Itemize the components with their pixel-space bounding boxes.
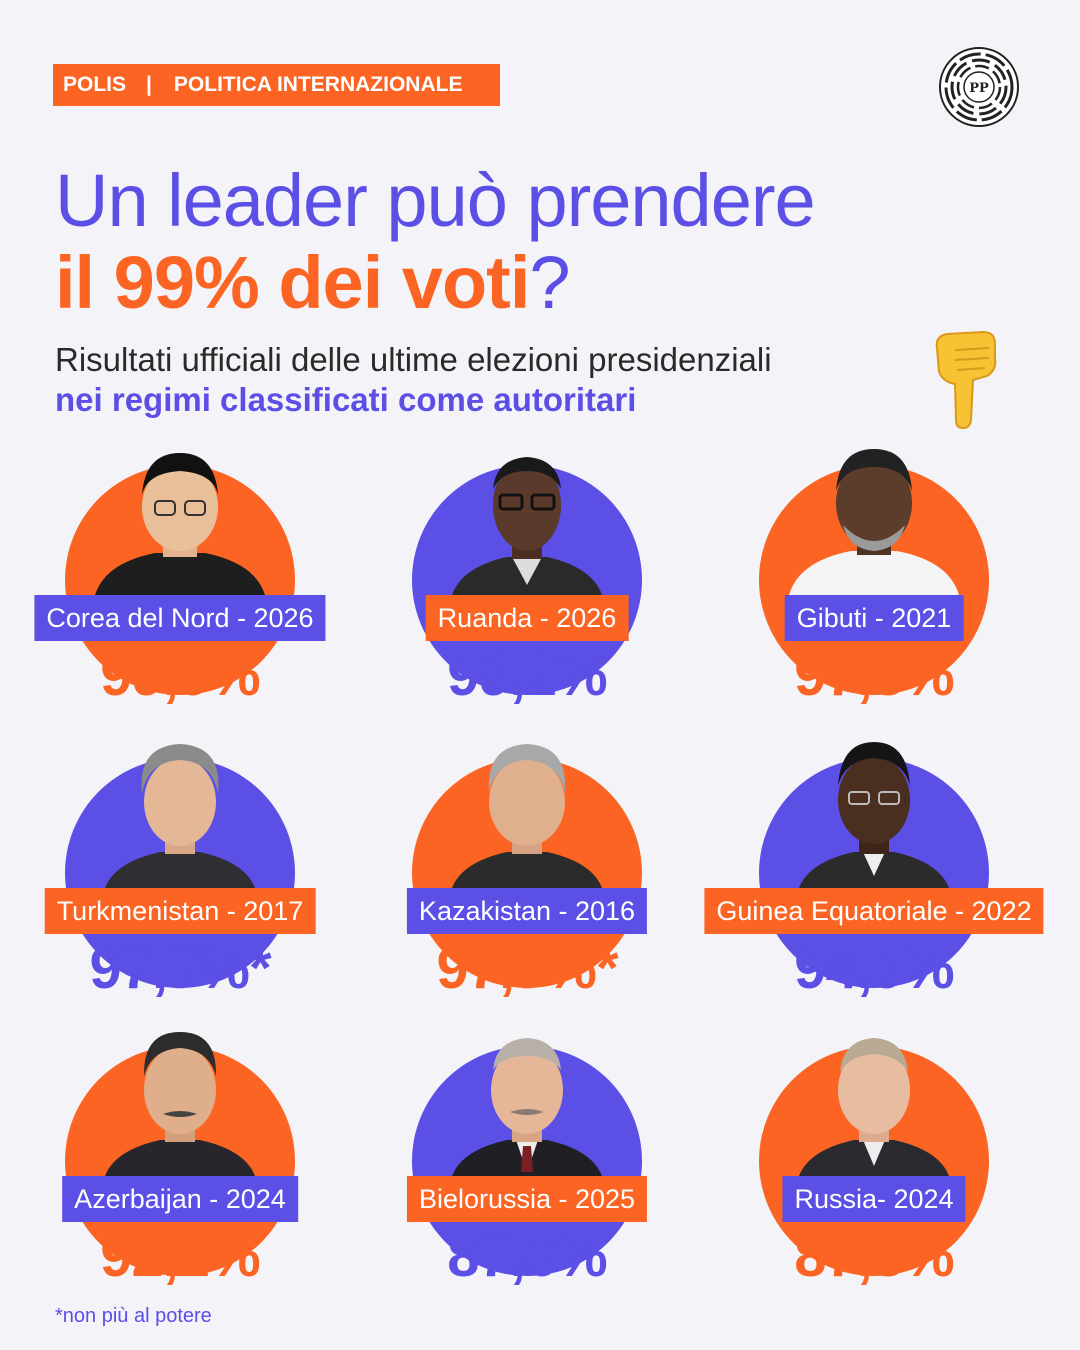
card-gibuti: Gibuti - 2021 97,8%	[694, 445, 1054, 708]
tag-separator: |	[146, 73, 152, 96]
vote-percentage: 94,9%	[794, 936, 954, 1001]
title-line1: Un leader può prendere	[55, 159, 816, 242]
country-year-label: Kazakistan - 2016	[406, 888, 648, 934]
country-year-label: Bielorussia - 2025	[406, 1176, 648, 1222]
logo-text: PP	[969, 81, 989, 96]
leader-portrait	[452, 457, 602, 595]
card-russia: Russia- 2024 87,8%	[694, 1026, 1054, 1289]
leader-portrait	[799, 1038, 949, 1176]
page-title: Un leader può prendere il 99% dei voti?	[55, 159, 816, 324]
card-turkmenistan: Turkmenistan - 2017 97,7%*	[0, 738, 360, 1001]
country-year-label: Guinea Equatoriale - 2022	[704, 888, 1044, 934]
vote-percentage: 87,8%	[794, 1224, 954, 1289]
title-question-mark: ?	[529, 241, 570, 324]
vote-percentage: 87,6%	[447, 1224, 607, 1289]
section-tag: POLIS | POLITICA INTERNAZIONALE	[53, 64, 500, 106]
vote-percentage: 97,7%*	[436, 936, 618, 1001]
leader-portrait	[799, 742, 949, 888]
country-year-label: Corea del Nord - 2026	[34, 595, 326, 641]
country-year-label: Gibuti - 2021	[784, 595, 964, 641]
vote-percentage: 97,8%	[794, 643, 954, 708]
country-year-label: Ruanda - 2026	[425, 595, 629, 641]
leader-portrait	[452, 1038, 602, 1176]
country-year-label: Russia- 2024	[782, 1176, 966, 1222]
tag-category: POLITICA INTERNAZIONALE	[173, 73, 463, 96]
leader-portrait	[105, 1032, 255, 1176]
vote-percentage: 99,2%	[447, 643, 607, 708]
leader-portrait	[95, 453, 265, 595]
card-bielorussia: Bielorussia - 2025 87,6%	[347, 1026, 707, 1289]
pointing-down-hand-icon	[935, 330, 997, 430]
card-corea-del-nord: Corea del Nord - 2026 99,9%	[0, 445, 360, 708]
card-kazakistan: Kazakistan - 2016 97,7%*	[347, 738, 707, 1001]
tag-polis: POLIS	[63, 73, 127, 96]
footnote: *non più al potere	[55, 1305, 212, 1327]
card-ruanda: Ruanda - 2026 99,2%	[347, 445, 707, 708]
leader-portrait	[789, 449, 959, 595]
title-highlight: il 99% dei voti	[55, 241, 530, 324]
leader-portrait	[452, 744, 602, 888]
vote-percentage: 97,7%*	[89, 936, 271, 1001]
vote-percentage: 99,9%	[100, 643, 260, 708]
vote-percentage: 92,2%	[100, 1224, 260, 1289]
card-azerbaijan: Azerbaijan - 2024 92,2%	[0, 1026, 360, 1289]
title-line2: il 99% dei voti?	[55, 242, 815, 324]
subtitle-line2: nei regimi classificati come autoritari	[55, 381, 637, 418]
leader-portrait	[105, 744, 255, 888]
country-year-label: Turkmenistan - 2017	[44, 888, 316, 934]
subtitle-line1: Risultati ufficiali delle ultime elezion…	[55, 341, 772, 378]
pp-maze-logo-icon: PP	[939, 47, 1019, 127]
card-guinea-equatoriale: Guinea Equatoriale - 2022 94,9%	[694, 738, 1054, 1001]
country-year-label: Azerbaijan - 2024	[62, 1176, 298, 1222]
